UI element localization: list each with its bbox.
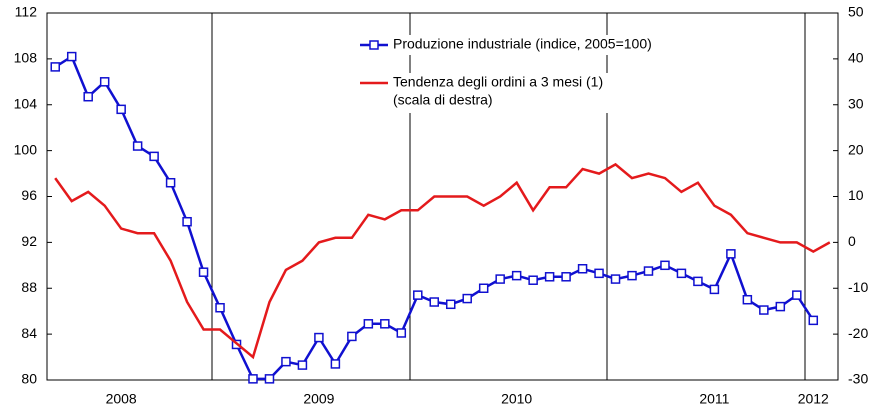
x-tick-label: 2008: [106, 391, 137, 407]
data-point: [627, 270, 637, 281]
data-point: [709, 284, 720, 295]
data-point: [561, 272, 571, 282]
data-point: [363, 319, 374, 329]
data-point: [792, 290, 802, 300]
y2-tick-label: 30: [848, 95, 864, 111]
legend-bg: [356, 35, 696, 55]
data-point: [297, 360, 308, 370]
y-tick-label: 96: [21, 187, 37, 203]
data-point: [643, 266, 654, 276]
data-point: [116, 104, 126, 115]
data-point: [808, 315, 819, 326]
data-point: [66, 51, 77, 62]
y-tick-label: 88: [21, 279, 37, 295]
year-dividers: [211, 13, 806, 380]
y2-tick-label: 50: [848, 4, 864, 20]
data-point: [445, 299, 456, 310]
data-point: [594, 268, 604, 279]
y-tick-label: 80: [21, 371, 37, 387]
x-tick-label: 2012: [798, 391, 829, 407]
data-point: [83, 91, 93, 102]
data-point: [149, 151, 159, 162]
data-point: [495, 274, 505, 284]
data-point: [413, 290, 423, 300]
data-point: [347, 331, 357, 342]
legend-label: Tendenza degli ordini a 3 mesi (1): [393, 74, 603, 90]
data-point: [330, 359, 341, 369]
data-point: [676, 268, 687, 279]
x-tick-label: 2009: [303, 391, 334, 407]
data-point: [380, 319, 390, 329]
data-point: [99, 77, 110, 87]
data-point: [165, 177, 176, 188]
y2-tick-label: -20: [848, 325, 868, 341]
legend-bg: [356, 73, 696, 113]
x-tick-label: 2011: [699, 391, 729, 407]
data-point: [281, 356, 291, 367]
y2-tick-label: 10: [848, 187, 864, 203]
y2-tick-label: 40: [848, 50, 864, 66]
legend-marker: [369, 40, 379, 50]
data-point: [462, 293, 472, 304]
x-tick-label: 2010: [501, 391, 532, 407]
data-point: [215, 302, 225, 313]
data-point: [314, 332, 324, 343]
data-point: [478, 283, 489, 293]
data-point: [759, 305, 769, 315]
y-tick-label: 92: [21, 233, 37, 249]
y-tick-label: 112: [15, 4, 38, 20]
legend-note: (scala di destra): [393, 92, 493, 108]
data-point: [775, 301, 786, 312]
data-point: [429, 297, 440, 307]
series-line: [54, 162, 831, 360]
data-point: [50, 62, 60, 72]
data-point: [577, 264, 588, 274]
data-point: [396, 328, 407, 338]
y2-tick-label: -10: [848, 279, 868, 295]
data-point: [544, 272, 555, 282]
data-point: [248, 374, 258, 384]
y2-tick-label: 0: [848, 233, 856, 249]
y-tick-label: 104: [14, 95, 38, 111]
data-point: [726, 249, 736, 259]
legend-label: Produzione industriale (indice, 2005=100…: [393, 36, 652, 52]
data-point: [528, 275, 538, 285]
data-point: [132, 141, 143, 151]
data-point: [264, 374, 275, 384]
data-point: [660, 260, 670, 271]
y-tick-label: 108: [14, 50, 38, 66]
data-point: [693, 276, 703, 287]
data-point: [742, 294, 753, 305]
data-point: [198, 267, 209, 277]
data-point: [610, 274, 621, 284]
y-tick-label: 100: [14, 141, 38, 157]
y2-tick-label: 20: [848, 141, 864, 157]
y-tick-label: 84: [21, 325, 37, 341]
y2-tick-label: -30: [848, 371, 868, 387]
data-point: [182, 216, 192, 227]
data-point: [511, 270, 522, 281]
